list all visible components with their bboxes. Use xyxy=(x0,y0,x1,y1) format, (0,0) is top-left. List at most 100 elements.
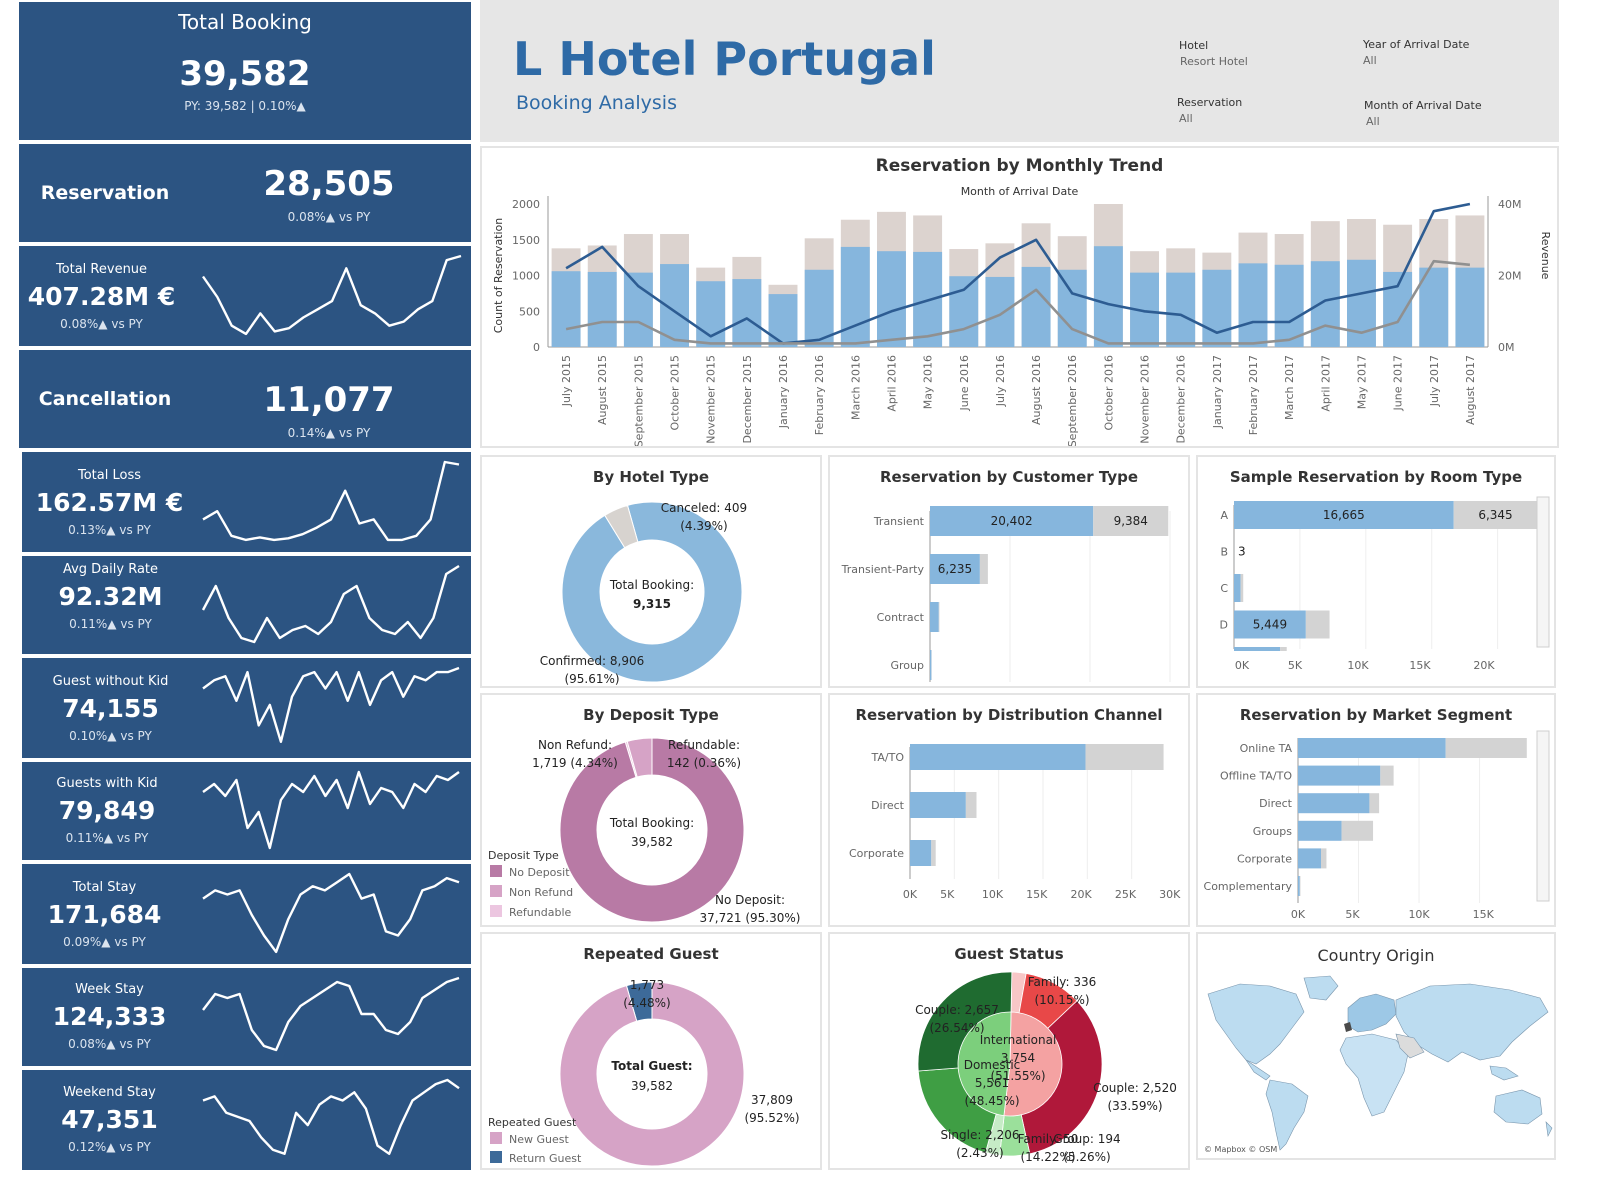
filter-value: Resort Hotel xyxy=(1180,55,1248,68)
legend-label: No Deposit xyxy=(509,866,570,879)
filter-label: Reservation xyxy=(1177,96,1243,109)
category-label: Groups xyxy=(1253,825,1292,838)
filter-year[interactable]: Year of Arrival Date All xyxy=(1363,38,1469,67)
slice-label-line: 1,719 (4.34%) xyxy=(532,756,618,770)
slice-label: Confirmed: 8,906 (95.61%) xyxy=(540,654,645,686)
bar-secondary xyxy=(1093,506,1169,536)
kpi-avg-daily-rate: Avg Daily Rate 92.32M 0.11%▲ vs PY xyxy=(22,556,471,654)
bar-secondary xyxy=(1085,744,1164,770)
kpi-value: 79,849 xyxy=(58,796,156,825)
bar-confirmed xyxy=(1455,267,1485,347)
filter-month[interactable]: Month of Arrival Date All xyxy=(1364,99,1482,128)
x-tick-label: 5K xyxy=(1345,908,1360,921)
category-label: Transient xyxy=(873,515,925,528)
x-tick-label: January 2016 xyxy=(777,355,790,429)
kpi-sub: 0.11%▲ vs PY xyxy=(69,617,152,631)
sparkline-path xyxy=(202,976,460,1052)
hotel-type-panel: By Hotel Type Total Booking: 9,315 Cancele… xyxy=(480,455,822,688)
slice-label-line: 37,809 xyxy=(751,1093,793,1107)
bar-confirmed xyxy=(877,251,906,347)
x-tick-label: April 2016 xyxy=(885,355,898,412)
inner-label-line: (51.55%) xyxy=(990,1069,1045,1083)
bar-confirmed xyxy=(1419,267,1449,347)
bar-value-label: 16,665 xyxy=(1323,508,1365,522)
slice-label: 37,809 (95.52%) xyxy=(744,1093,799,1125)
map-north-america xyxy=(1207,983,1305,1065)
category-label: Direct xyxy=(1259,797,1293,810)
deposit-type-donut[interactable]: Total Booking: 39,582 Non Refund: 1,719 (4.… xyxy=(482,695,820,925)
bar-primary xyxy=(930,602,939,632)
x-tick-label: May 2017 xyxy=(1355,355,1368,409)
chart-title: Guest Status xyxy=(954,945,1064,963)
y-tick-label: 1500 xyxy=(512,234,540,247)
x-tick-label: August 2015 xyxy=(596,355,609,425)
x-tick-label: 10K xyxy=(1408,908,1430,921)
bar-primary xyxy=(1298,765,1381,786)
map-new-zealand xyxy=(1545,1121,1553,1137)
world-map[interactable]: © Mapbox © OSM xyxy=(1200,972,1556,1157)
customer-type-panel: Reservation by Customer Type Transient 20… xyxy=(828,455,1190,688)
inner-label: International 3,754 (51.55%) xyxy=(980,1033,1057,1083)
inner-label-line: 5,561 xyxy=(975,1076,1009,1090)
x-tick-label: 10K xyxy=(1347,659,1369,672)
bar-primary xyxy=(1234,574,1241,602)
bar-primary xyxy=(1298,738,1446,758)
distribution-channel-panel: Reservation by Distribution Channel TA/T… xyxy=(828,693,1190,927)
x-tick-label: 30K xyxy=(1159,888,1181,901)
y2-axis-label: Revenue xyxy=(1539,232,1552,280)
country-origin-panel: Country Origin © Mapbox © OSM xyxy=(1196,932,1556,1160)
repeated-guest-panel: Repeated Guest Total Guest: 39,582 1,773 (4… xyxy=(480,932,822,1170)
x-tick-label: 25K xyxy=(1115,888,1137,901)
kpi-weekend-stay: Weekend Stay 47,351 0.12%▲ vs PY xyxy=(22,1070,471,1170)
monthly-trend-chart[interactable]: 0 500 1000 1500 2000 0M 20M 40M Count of Reserva… xyxy=(482,148,1557,446)
repeated-guest-donut[interactable]: Total Guest: 39,582 1,773 (4.48%) 37,809 (95.… xyxy=(482,934,820,1168)
x-tick-label: December 2015 xyxy=(741,355,754,444)
bar-confirmed xyxy=(551,271,581,347)
map-portugal xyxy=(1344,1022,1352,1032)
chart-title: Reservation by Market Segment xyxy=(1239,706,1513,724)
page-subtitle: Booking Analysis xyxy=(516,92,677,114)
kpi-label: Guests with Kid xyxy=(56,776,158,791)
slice-label-line: Refundable: xyxy=(668,738,740,752)
outer-label-line: (5.26%) xyxy=(1063,1150,1110,1164)
filter-reservation[interactable]: Reservation All xyxy=(1177,96,1242,125)
kpi-reservation: Reservation 28,505 0.08%▲ vs PY xyxy=(19,144,471,242)
map-greenland xyxy=(1303,975,1339,1001)
bar-primary xyxy=(1234,610,1306,639)
sparkline-path xyxy=(201,564,460,644)
category-label: Complementary xyxy=(1204,880,1293,893)
room-type-chart[interactable]: A16,6656,345B3CD5,449E0K5K10K15K20K0K5K1… xyxy=(1198,457,1554,686)
bar-confirmed xyxy=(623,272,653,347)
outer-label-line: Single: 2,206 xyxy=(940,1128,1019,1142)
x-tick-label: June 2016 xyxy=(958,355,971,411)
distribution-channel-chart[interactable]: TA/TO Direct Corporate 0K 5K 10K 15K 20K 25K 30K xyxy=(830,695,1188,925)
x-tick-label: 20K xyxy=(1473,659,1495,672)
kpi-week-stay: Week Stay 124,333 0.08%▲ vs PY xyxy=(22,968,471,1066)
map-title: Country Origin xyxy=(1317,946,1435,965)
bar-secondary xyxy=(1321,848,1327,869)
bar-confirmed xyxy=(1057,269,1087,347)
y-tick-label: 500 xyxy=(519,305,540,318)
filter-hotel[interactable]: Hotel Resort Hotel xyxy=(1179,39,1248,68)
kpi-sub: PY: 39,582 | 0.10%▲ xyxy=(184,99,306,113)
bar-primary xyxy=(910,840,932,866)
legend-swatch xyxy=(490,905,502,917)
sparkline-guests-with-kid xyxy=(202,770,460,850)
bar-value-label: 6,235 xyxy=(938,562,972,576)
x-tick-label: December 2016 xyxy=(1175,355,1188,444)
chart-title: By Hotel Type xyxy=(592,468,710,486)
bar-confirmed xyxy=(1238,263,1268,347)
category-label: TA/TO xyxy=(871,751,905,764)
category-label: Transient-Party xyxy=(841,563,925,576)
guest-status-pie[interactable]: International 3,754 (51.55%)Domestic 5,561 (… xyxy=(830,934,1188,1168)
inner-label-line: International xyxy=(980,1033,1057,1047)
revenue-line xyxy=(565,202,1471,345)
sparkline-guest-without-kid xyxy=(202,666,460,744)
market-segment-chart[interactable]: Online TA Offline TA/TO Direct Groups Corpor… xyxy=(1198,695,1554,925)
slice-label: Non Refund: 1,719 (4.34%) xyxy=(532,738,618,770)
bar-secondary xyxy=(965,792,977,818)
bar-confirmed xyxy=(1021,266,1051,347)
customer-type-chart[interactable]: Transient 20,402 9,384 Transient-Party 6,235… xyxy=(830,457,1188,686)
x-tick-label: 20K xyxy=(1071,888,1093,901)
